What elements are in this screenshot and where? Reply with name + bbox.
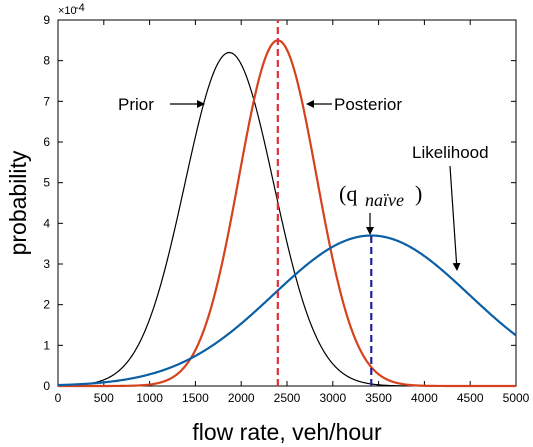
x-tick-label: 1500 — [182, 391, 209, 405]
series-likelihood-line — [57, 234, 517, 387]
x-tick-label: 5000 — [503, 391, 530, 405]
x-tick-label: 3500 — [365, 391, 392, 405]
y-tick-label: 7 — [43, 94, 50, 108]
annotation-q-naive-open: (q — [339, 181, 357, 206]
plot-area — [57, 19, 517, 387]
x-tick-label: 2500 — [274, 391, 301, 405]
annotation-posterior: Posterior — [334, 95, 402, 114]
y-tick-label: 2 — [43, 298, 50, 312]
annotation-likelihood: Likelihood — [412, 143, 489, 162]
y-scale-exponent: -4 — [75, 2, 85, 14]
ticks: 0 500 1000 1500 2000 2500 3000 3500 4000 4500 5000… — [43, 13, 529, 405]
y-tick-label: 3 — [43, 257, 50, 271]
y-axis-label: probability — [5, 150, 31, 255]
series-posterior-line — [58, 39, 516, 388]
x-tick-label: 2000 — [228, 391, 255, 405]
y-tick-label: 5 — [43, 176, 50, 190]
annotation-prior: Prior — [118, 95, 154, 114]
x-tick-label: 4000 — [411, 391, 438, 405]
x-tick-label: 3000 — [319, 391, 346, 405]
reference-lines — [276, 20, 373, 386]
curves — [57, 39, 517, 388]
x-tick-label: 1000 — [136, 391, 163, 405]
y-tick-label: 8 — [43, 54, 50, 68]
y-tick-label: 1 — [43, 338, 50, 352]
x-tick-label: 0 — [55, 391, 62, 405]
y-tick-label: 4 — [43, 216, 50, 230]
y-tick-label: 0 — [43, 379, 50, 393]
y-tick-label: 9 — [43, 13, 50, 27]
x-tick-label: 4500 — [457, 391, 484, 405]
annotation-q-naive-close: ) — [415, 181, 422, 206]
annotation-q-naive-sub: naïve — [365, 190, 404, 210]
y-tick-label: 6 — [43, 135, 50, 149]
x-tick-label: 500 — [94, 391, 114, 405]
arrow-likelihood — [449, 165, 461, 271]
x-axis-label: flow rate, veh/hour — [192, 419, 382, 445]
y-scale-multiplier: ×10 — [58, 5, 77, 17]
